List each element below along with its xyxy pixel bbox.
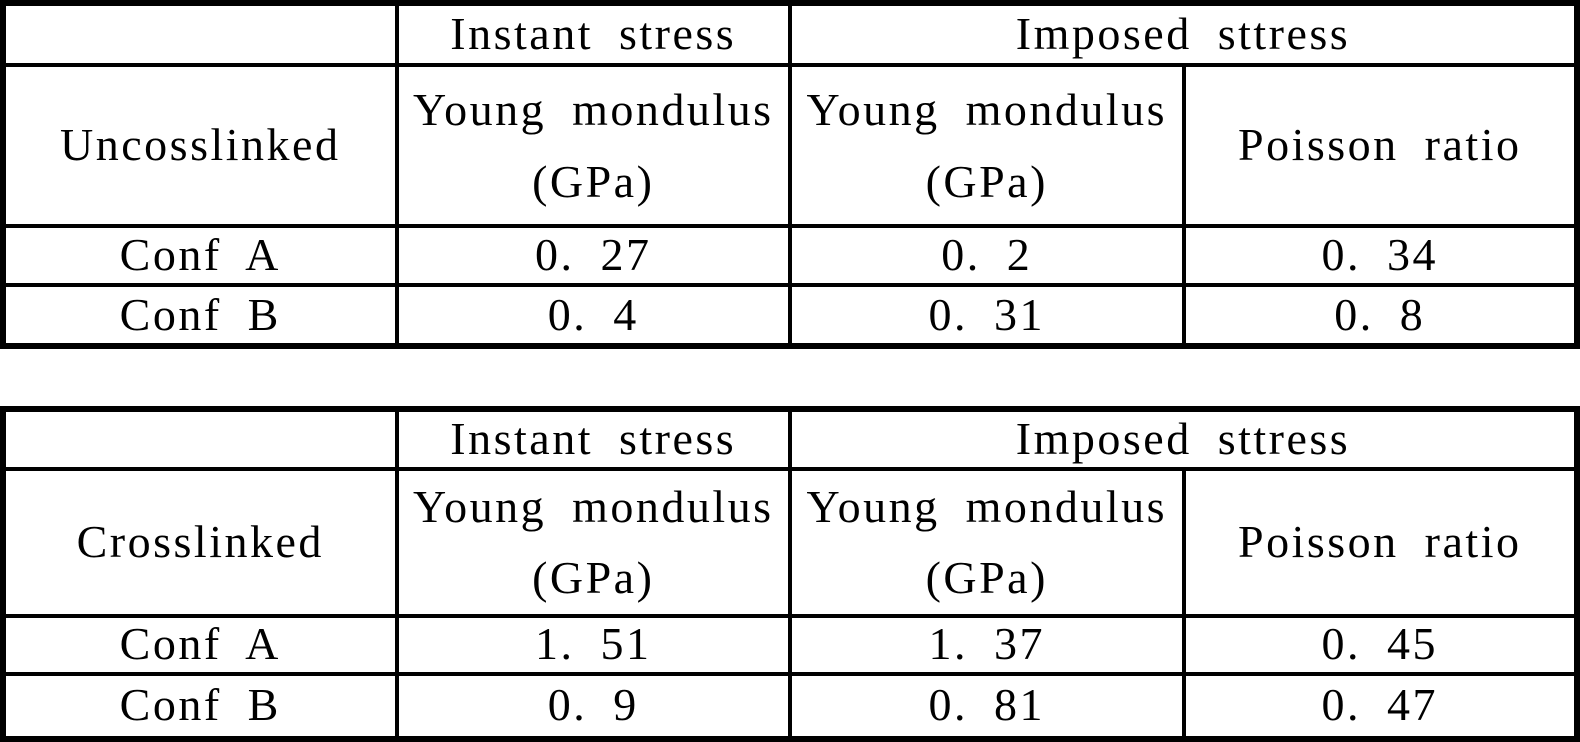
table-row: Conf A 0. 27 0. 2 0. 34 [1, 224, 1579, 287]
cell-conf-b-poisson: 0. 8 [1181, 283, 1579, 348]
cell-conf-a-imposed-young: 0. 2 [788, 224, 1186, 287]
cell-conf-b-instant-young: 0. 9 [394, 671, 792, 741]
cell-conf-a-poisson: 0. 34 [1181, 224, 1579, 287]
table-row: Instant stress Imposed sttress [1, 407, 1579, 471]
corner-cell [1, 1, 399, 67]
header-imposed-young-modulus: Young mondulus (GPa) [788, 467, 1186, 618]
cell-conf-a-poisson: 0. 45 [1181, 613, 1579, 676]
header-imposed-stress: Imposed sttress [788, 407, 1579, 471]
cell-conf-a-imposed-young: 1. 37 [788, 613, 1186, 676]
uncrosslinked-table: Instant stress Imposed sttress Uncosslin… [0, 0, 1580, 349]
header-instant-young-modulus: Young mondulus (GPa) [394, 63, 792, 228]
header-instant-stress: Instant stress [394, 1, 792, 67]
table-row: Crosslinked Young mondulus (GPa) Young m… [1, 467, 1579, 618]
cell-conf-a-instant-young: 1. 51 [394, 613, 792, 676]
group-label-crosslinked: Crosslinked [1, 467, 399, 618]
young-modulus-unit: (GPa) [925, 155, 1048, 207]
table-spacer [0, 349, 1580, 406]
young-modulus-label: Young mondulus [806, 481, 1168, 532]
row-label-conf-b: Conf B [1, 671, 399, 741]
table-row: Conf A 1. 51 1. 37 0. 45 [1, 613, 1579, 676]
table-row: Uncosslinked Young mondulus (GPa) Young … [1, 63, 1579, 228]
young-modulus-unit: (GPa) [925, 552, 1048, 604]
row-label-conf-a: Conf A [1, 613, 399, 676]
young-modulus-label: Young mondulus [806, 84, 1168, 136]
header-poisson-ratio: Poisson ratio [1181, 467, 1579, 618]
cell-conf-b-poisson: 0. 47 [1181, 671, 1579, 741]
cell-conf-b-imposed-young: 0. 81 [788, 671, 1186, 741]
young-modulus-unit: (GPa) [532, 155, 655, 207]
table-row: Conf B 0. 9 0. 81 0. 47 [1, 671, 1579, 741]
header-instant-young-modulus: Young mondulus (GPa) [394, 467, 792, 618]
table-row: Conf B 0. 4 0. 31 0. 8 [1, 283, 1579, 348]
row-label-conf-b: Conf B [1, 283, 399, 348]
cell-conf-b-imposed-young: 0. 31 [788, 283, 1186, 348]
header-imposed-stress: Imposed sttress [788, 1, 1579, 67]
young-modulus-label: Young mondulus [412, 84, 774, 136]
row-label-conf-a: Conf A [1, 224, 399, 287]
table-row: Instant stress Imposed sttress [1, 1, 1579, 67]
young-modulus-unit: (GPa) [532, 552, 655, 604]
crosslinked-table: Instant stress Imposed sttress Crosslink… [0, 406, 1580, 742]
cell-conf-a-instant-young: 0. 27 [394, 224, 792, 287]
cell-conf-b-instant-young: 0. 4 [394, 283, 792, 348]
corner-cell [1, 407, 399, 471]
young-modulus-label: Young mondulus [412, 481, 774, 532]
header-poisson-ratio: Poisson ratio [1181, 63, 1579, 228]
group-label-uncrosslinked: Uncosslinked [1, 63, 399, 228]
header-imposed-young-modulus: Young mondulus (GPa) [788, 63, 1186, 228]
header-instant-stress: Instant stress [394, 407, 792, 471]
